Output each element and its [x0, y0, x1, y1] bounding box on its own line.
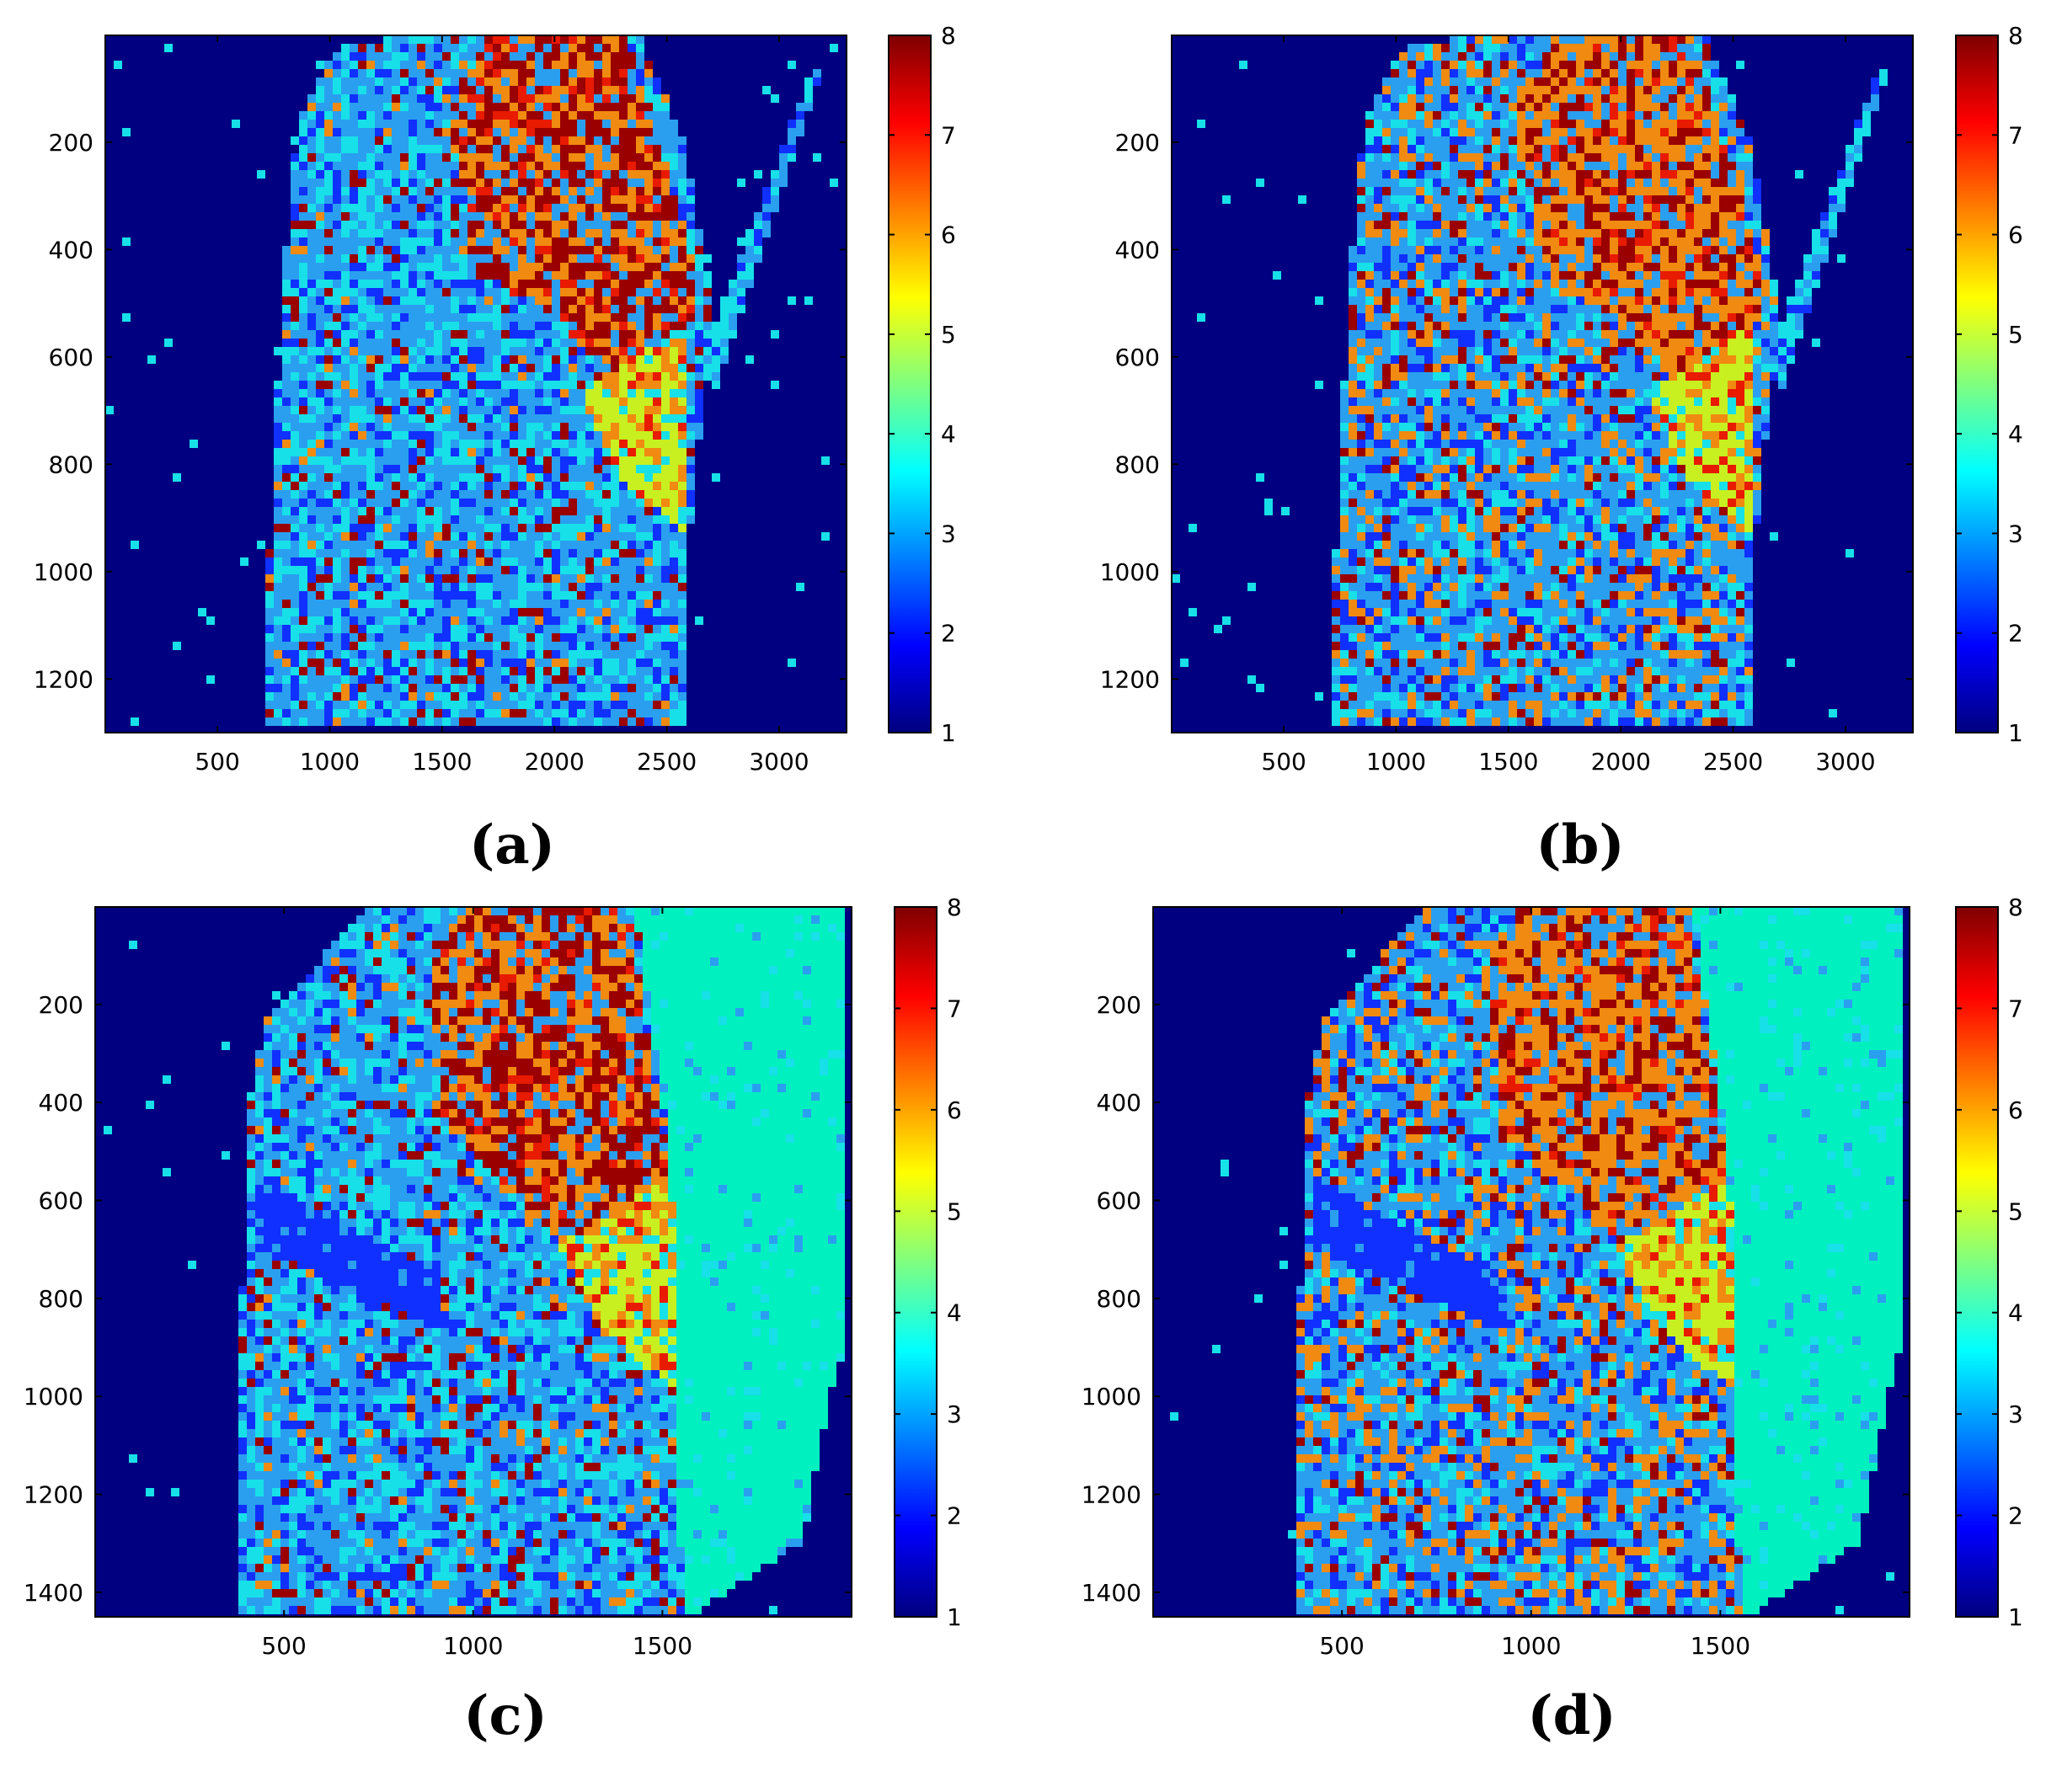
x-tick-label: 1500 [1691, 1632, 1750, 1660]
y-tick-label: 1000 [24, 1383, 83, 1411]
y-tick-label: 600 [1097, 1187, 1141, 1214]
y-tick-label: 800 [39, 1285, 83, 1313]
colorbar-tick-label: 6 [941, 221, 956, 249]
y-tick-label: 1200 [1082, 1481, 1141, 1509]
colorbar-tick-label: 2 [2008, 1502, 2023, 1530]
y-tick-label: 400 [49, 236, 93, 264]
colorbar-tick-label: 5 [2008, 321, 2023, 349]
y-tick-label: 600 [49, 344, 93, 371]
colorbar-tick-label: 1 [947, 1603, 962, 1631]
x-tick-label: 500 [195, 748, 239, 776]
map-image-d [1153, 907, 1910, 1617]
x-tick-label: 1000 [1366, 748, 1426, 776]
colorbar-tick-label: 2 [2008, 620, 2023, 648]
colorbar-tick-label: 3 [2008, 520, 2023, 547]
map-image-a [105, 35, 847, 733]
colorbar-tick-label: 3 [947, 1400, 962, 1428]
y-tick-label: 800 [1097, 1285, 1141, 1313]
x-tick-label: 2500 [1703, 748, 1763, 776]
colorbar-tick-label: 6 [947, 1096, 962, 1124]
colorbar-gradient [889, 35, 931, 733]
colorbar-a: 1 2 3 4 5 6 7 8 [889, 22, 956, 747]
y-tick-label: 1000 [1100, 558, 1160, 586]
colorbar-tick-label: 7 [947, 995, 962, 1022]
x-tick-label: 1000 [1501, 1632, 1561, 1660]
colorbar-tick-label: 5 [941, 321, 956, 349]
y-tick-label: 400 [1115, 236, 1160, 264]
colorbar-tick-label: 1 [2008, 1603, 2023, 1631]
y-tick-label: 400 [1097, 1089, 1141, 1117]
y-tick-label: 1000 [34, 558, 93, 586]
caption-c: (c) [421, 1684, 590, 1747]
map-image-b [1172, 35, 1913, 733]
colorbar-tick-label: 4 [947, 1299, 962, 1327]
colorbar-gradient [1956, 35, 1998, 733]
colorbar-tick-label: 3 [2008, 1400, 2023, 1428]
colorbar-tick-label: 2 [947, 1502, 962, 1530]
y-tick-label: 1400 [24, 1579, 83, 1607]
x-tick-label: 1000 [300, 748, 360, 776]
x-tick-label: 500 [261, 1632, 306, 1660]
caption-a: (a) [428, 813, 596, 877]
y-tick-label: 1400 [1082, 1579, 1141, 1607]
y-tick-label: 800 [1115, 451, 1160, 478]
colorbar-tick-label: 7 [2008, 995, 2023, 1022]
colorbar-d: 1 2 3 4 5 6 7 8 [1956, 893, 2023, 1631]
colorbar-b: 1 2 3 4 5 6 7 8 [1956, 22, 2023, 747]
colorbar-tick-label: 6 [2008, 1096, 2023, 1124]
colorbar-tick-label: 4 [2008, 1299, 2023, 1327]
y-tick-label: 1000 [1082, 1383, 1141, 1411]
x-tick-label: 1500 [412, 748, 472, 776]
y-tick-label: 600 [1115, 344, 1160, 371]
x-tick-label: 2500 [637, 748, 697, 776]
colorbar-tick-label: 8 [2008, 22, 2023, 50]
colorbar-tick-label: 2 [941, 620, 956, 648]
y-tick-label: 400 [39, 1089, 83, 1117]
y-tick-label: 800 [49, 451, 93, 478]
x-tick-label: 2000 [525, 748, 585, 776]
x-tick-label: 1000 [443, 1632, 503, 1660]
colorbar-tick-label: 1 [2008, 719, 2023, 747]
x-tick-label: 500 [1319, 1632, 1364, 1660]
colorbar-tick-label: 1 [941, 719, 956, 747]
colorbar-tick-label: 4 [941, 420, 956, 448]
x-tick-label: 3000 [1815, 748, 1875, 776]
x-tick-label: 1500 [1478, 748, 1538, 776]
colorbar-tick-label: 6 [2008, 221, 2023, 249]
caption-d: (d) [1488, 1684, 1656, 1747]
colorbar-tick-label: 8 [947, 893, 962, 921]
x-tick-label: 2000 [1591, 748, 1651, 776]
colorbar-tick-label: 8 [941, 22, 956, 50]
y-tick-label: 200 [49, 129, 93, 157]
y-tick-label: 1200 [34, 665, 93, 693]
caption-b: (b) [1496, 813, 1664, 877]
colorbar-c: 1 2 3 4 5 6 7 8 [895, 893, 962, 1631]
y-tick-label: 600 [39, 1187, 83, 1214]
colorbar-tick-label: 7 [2008, 121, 2023, 149]
y-tick-label: 200 [39, 991, 83, 1019]
x-tick-label: 500 [1261, 748, 1306, 776]
y-tick-label: 200 [1115, 129, 1160, 157]
y-tick-label: 1200 [24, 1481, 83, 1509]
y-tick-label: 1200 [1100, 665, 1160, 693]
x-tick-label: 1500 [633, 1632, 692, 1660]
colorbar-tick-label: 3 [941, 520, 956, 547]
x-tick-label: 3000 [749, 748, 809, 776]
colorbar-gradient [1956, 907, 1998, 1617]
colorbar-tick-label: 8 [2008, 893, 2023, 921]
map-image-c [95, 907, 852, 1617]
colorbar-tick-label: 4 [2008, 420, 2023, 448]
colorbar-gradient [895, 907, 937, 1617]
colorbar-tick-label: 5 [947, 1197, 962, 1225]
y-tick-label: 200 [1097, 991, 1141, 1019]
colorbar-tick-label: 5 [2008, 1197, 2023, 1225]
colorbar-tick-label: 7 [941, 121, 956, 149]
